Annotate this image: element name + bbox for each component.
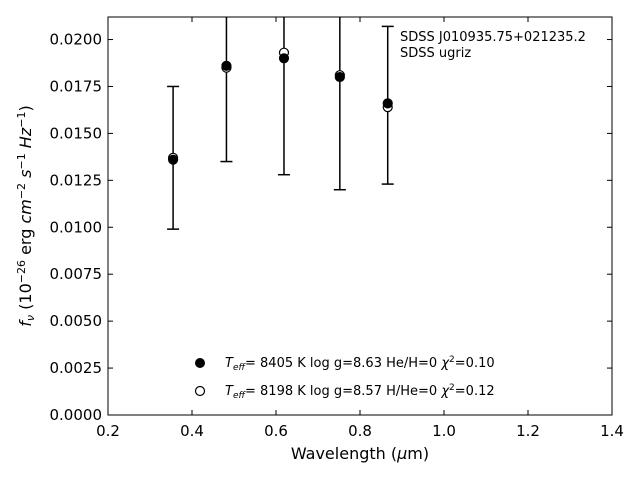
- filter-annotation: SDSS ugriz: [400, 46, 471, 61]
- x-tick-label: 0.6: [264, 422, 288, 440]
- y-axis-label: fν (10−26 erg cm−2 s−1 Hz−1): [15, 105, 37, 326]
- x-tick-label: 0.4: [180, 422, 204, 440]
- legend-chi2-2: =0.12: [455, 384, 495, 399]
- error-bars: [167, 17, 394, 230]
- x-tick-label: 1.0: [432, 422, 456, 440]
- y-tick-label: 0.0175: [50, 77, 103, 95]
- model-point-filled: [221, 60, 232, 71]
- legend-teff-2: 8198 K: [260, 384, 306, 399]
- object-name-annotation: SDSS J010935.75+021235.2: [400, 30, 586, 45]
- legend-marker-open: [194, 385, 206, 397]
- data-points: [168, 47, 393, 165]
- model-point-filled: [168, 154, 179, 165]
- y-tick-label: 0.0075: [50, 265, 103, 283]
- legend-comp-2: H/He=0: [386, 384, 437, 399]
- legend-chi2-1: =0.10: [455, 356, 495, 371]
- y-tick-label: 0.0000: [50, 406, 103, 424]
- model-point-filled: [382, 98, 393, 109]
- model-point-filled: [278, 53, 290, 64]
- legend: Teff= 8405 K log g=8.63 He/H=0 χ2=0.10 T…: [194, 355, 495, 401]
- legend-entry-1: Teff= 8405 K log g=8.63 He/H=0 χ2=0.10: [225, 355, 495, 373]
- y-tick-label: 0.0150: [50, 124, 103, 142]
- x-tick-label: 0.2: [96, 422, 120, 440]
- legend-logg-2: log g=8.57: [310, 384, 382, 399]
- y-tick-label: 0.0100: [50, 218, 103, 236]
- legend-comp-1: He/H=0: [386, 356, 437, 371]
- legend-logg-1: log g=8.63: [310, 356, 382, 371]
- y-tick-label: 0.0200: [50, 31, 103, 49]
- y-tick-label: 0.0125: [50, 171, 103, 189]
- y-tick-label: 0.0050: [50, 312, 103, 330]
- x-tick-label: 1.4: [600, 422, 624, 440]
- x-tick-label: 0.8: [348, 422, 372, 440]
- axis-ticks: 0.2 0.4 0.6 0.8 1.0 1.2 1.4 0.0000 0.0025 0.0050 0…: [50, 17, 624, 440]
- x-tick-label: 1.2: [516, 422, 540, 440]
- legend-teff-1: 8405 K: [260, 356, 306, 371]
- legend-entry-2: Teff= 8198 K log g=8.57 H/He=0 χ2=0.12: [225, 383, 495, 401]
- model-point-filled: [334, 71, 345, 83]
- y-tick-label: 0.0025: [50, 359, 103, 377]
- legend-marker-filled: [195, 358, 205, 368]
- x-axis-label: Wavelength (μm): [291, 444, 429, 463]
